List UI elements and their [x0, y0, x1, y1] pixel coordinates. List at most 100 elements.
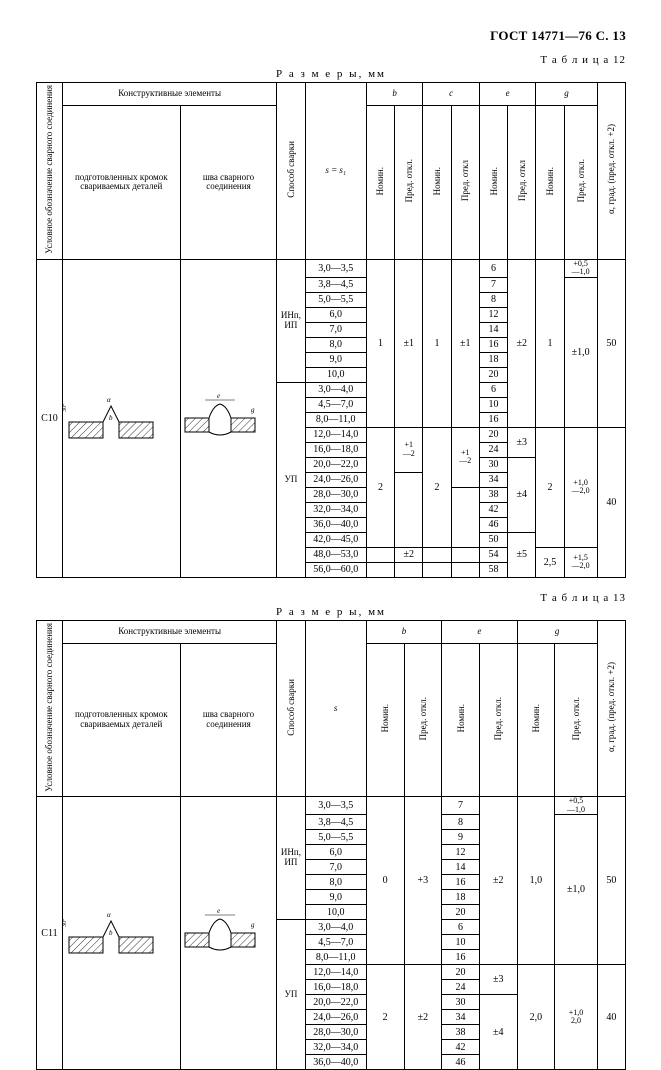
cell: 20	[442, 905, 480, 920]
cell: 28,0—30,0	[305, 1025, 366, 1040]
cell: 16,0—18,0	[305, 442, 366, 457]
t13-tol-b: Пред. откл.	[418, 695, 428, 742]
t12-prep: подготовленных кромок свариваемых детале…	[62, 106, 180, 260]
cell: 2	[366, 427, 394, 547]
cell: 34	[442, 1010, 480, 1025]
cell: 9,0	[305, 352, 366, 367]
cell: 3,0—3,5	[305, 259, 366, 277]
t13-s: s	[334, 703, 338, 713]
cell	[366, 547, 394, 562]
cell: ±5	[508, 532, 536, 577]
t13-constr: Конструктивные элементы	[62, 620, 276, 643]
cell: 38	[479, 487, 507, 502]
cell: 20	[479, 427, 507, 442]
t13-b: b	[402, 626, 407, 636]
cell: 6,0	[305, 845, 366, 860]
t13-meth1: ИНп,ИП	[277, 797, 305, 920]
cell: 18	[442, 890, 480, 905]
cell: 8	[442, 815, 480, 830]
cell: +1,02,0	[555, 965, 597, 1070]
cell	[395, 472, 423, 547]
cell: 12,0—14,0	[305, 965, 366, 980]
cell: 42	[442, 1040, 480, 1055]
cell: 3,0—4,0	[305, 382, 366, 397]
cell: 7,0	[305, 860, 366, 875]
cell: 3,0—4,0	[305, 920, 366, 935]
cell: 36,0—40,0	[305, 517, 366, 532]
cell: 48,0—53,0	[305, 547, 366, 562]
t13-g: g	[555, 626, 560, 636]
cell: 7	[479, 277, 507, 292]
t13-prep-cell: α b 30°	[62, 797, 180, 1070]
t12-b: b	[392, 88, 397, 98]
t13-prep: подготовленных кромок свариваемых детале…	[62, 643, 180, 797]
cell: 30	[442, 995, 480, 1010]
cell: 1	[366, 259, 394, 427]
cell: 20,0—22,0	[305, 995, 366, 1010]
cell: 7	[442, 797, 480, 815]
t12-g: g	[564, 88, 569, 98]
t13-seam-cell: e g	[180, 797, 277, 1070]
cell: +0,5—1,0	[564, 259, 597, 277]
cell: ±1	[451, 259, 479, 427]
cell: 6,0	[305, 307, 366, 322]
cell: 32,0—34,0	[305, 502, 366, 517]
page-header: ГОСТ 14771—76 С. 13	[36, 28, 626, 44]
prep-diagram-icon: α b 30°	[63, 382, 159, 454]
cell: 50	[597, 797, 625, 965]
cell: 3,8—4,5	[305, 815, 366, 830]
svg-text:α: α	[107, 396, 111, 404]
cell: 18	[479, 352, 507, 367]
cell: 16	[479, 412, 507, 427]
cell: +1,5—2,0	[564, 547, 597, 577]
cell: 36,0—40,0	[305, 1055, 366, 1070]
cell: 0	[366, 797, 404, 965]
t12-e: e	[506, 88, 510, 98]
cell: 9,0	[305, 890, 366, 905]
cell: 14	[479, 322, 507, 337]
cell: 10,0	[305, 367, 366, 382]
cell: 50	[479, 532, 507, 547]
cell: ±2	[404, 965, 442, 1070]
cell: 24	[442, 980, 480, 995]
cell: ±1,0	[564, 277, 597, 427]
cell: 3,8—4,5	[305, 277, 366, 292]
cell: 1,0	[517, 797, 555, 965]
t12-seam-cell: e g	[180, 259, 277, 577]
cell: 28,0—30,0	[305, 487, 366, 502]
cell: 40	[597, 427, 625, 577]
t13-meth2: УП	[277, 920, 305, 1070]
t12-method: Способ сварки	[286, 139, 296, 200]
t13-seam: шва сварного соединения	[180, 643, 277, 797]
svg-text:b: b	[109, 929, 113, 937]
cell	[423, 562, 451, 577]
cell: 6	[442, 920, 480, 935]
svg-text:e: e	[217, 392, 220, 400]
cell: 16	[479, 337, 507, 352]
cell: +0,5—1,0	[555, 797, 597, 815]
cell: ±2	[508, 259, 536, 427]
t12-meth2: УП	[277, 382, 305, 577]
cell	[395, 562, 423, 577]
t13-alpha: α, град. (пред. откл. +2)	[606, 660, 616, 754]
t13-nom-g: Номин.	[531, 702, 541, 734]
cell: +1—2	[451, 427, 479, 487]
svg-text:30°: 30°	[63, 918, 68, 927]
t12-cond: Условное обозначение сварного соединения	[44, 83, 54, 256]
cell: 2	[536, 427, 564, 547]
cell: ±3	[479, 965, 517, 995]
cell: ±1	[395, 259, 423, 427]
t12-prep-cell: α b 30°	[62, 259, 180, 577]
t12-code: С10	[37, 259, 63, 577]
cell: 16	[442, 950, 480, 965]
cell: 2,5	[536, 547, 564, 577]
cell: +3	[404, 797, 442, 965]
cell: 40	[597, 965, 625, 1070]
cell: 56,0—60,0	[305, 562, 366, 577]
cell: 8	[479, 292, 507, 307]
table12-dim: Р а з м е р ы, мм	[36, 68, 626, 80]
cell: 16,0—18,0	[305, 980, 366, 995]
t12-tol-b: Пред. откл.	[404, 157, 414, 204]
cell: 54	[479, 547, 507, 562]
cell: 12,0—14,0	[305, 427, 366, 442]
